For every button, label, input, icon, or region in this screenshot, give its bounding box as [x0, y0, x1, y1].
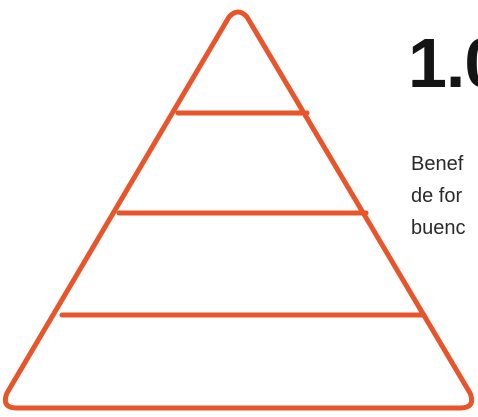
body-line-3: buenc [411, 217, 466, 239]
body-paragraph: Benef de for buenc [411, 148, 466, 244]
body-line-2: de for [411, 185, 463, 207]
pyramid-outline [2, 9, 475, 411]
body-line-1: Benef [411, 153, 464, 175]
section-heading: 1.0 [408, 24, 478, 102]
